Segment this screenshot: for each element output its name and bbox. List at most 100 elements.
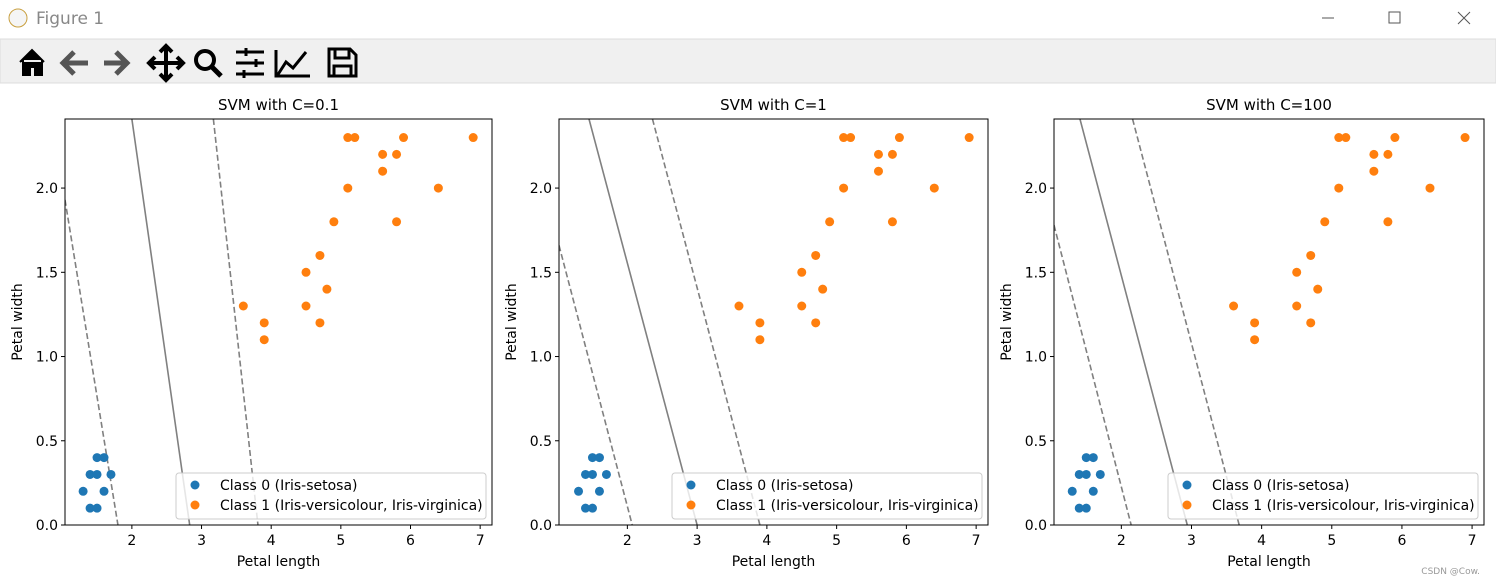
y-tick-label: 2.0 xyxy=(36,181,58,197)
watermark: CSDN @Cow. xyxy=(1421,567,1480,577)
axes-frame xyxy=(64,118,493,526)
app-icon xyxy=(8,8,28,28)
point xyxy=(964,133,974,143)
point xyxy=(1313,284,1323,294)
edit-button[interactable] xyxy=(274,50,310,78)
point xyxy=(85,503,95,513)
point xyxy=(811,318,821,328)
y-tick-label: 0.5 xyxy=(36,434,58,450)
toolbar xyxy=(0,38,1496,84)
point xyxy=(594,486,604,496)
configure-button[interactable] xyxy=(236,48,264,78)
axes-frame xyxy=(1053,118,1485,526)
point xyxy=(1334,183,1344,193)
point xyxy=(574,486,584,496)
legend-label: Class 1 (Iris-versicolour, Iris-virginic… xyxy=(1212,498,1475,514)
x-tick-label: 6 xyxy=(902,533,911,549)
point xyxy=(1320,217,1330,227)
legend-label: Class 1 (Iris-versicolour, Iris-virginic… xyxy=(220,498,483,514)
point xyxy=(259,318,269,328)
point xyxy=(301,267,311,277)
point xyxy=(343,133,353,143)
point xyxy=(1081,503,1091,513)
point xyxy=(818,284,828,294)
y-tick-label: 1.5 xyxy=(36,265,58,281)
y-tick-label: 0.0 xyxy=(530,518,552,534)
point xyxy=(329,217,339,227)
point xyxy=(839,183,849,193)
point xyxy=(99,453,109,463)
decision-line xyxy=(559,245,634,525)
point xyxy=(587,469,597,479)
point xyxy=(350,133,360,143)
point xyxy=(1425,183,1435,193)
y-axis-label: Petal width xyxy=(999,283,1015,361)
point xyxy=(1306,318,1316,328)
point xyxy=(399,133,409,143)
point xyxy=(378,149,388,159)
point xyxy=(839,133,849,143)
y-tick-label: 1.5 xyxy=(1025,265,1047,281)
x-tick-label: 5 xyxy=(336,533,345,549)
point xyxy=(343,183,353,193)
point xyxy=(392,149,402,159)
point xyxy=(315,318,325,328)
decision-line xyxy=(1131,119,1240,525)
x-tick-label: 4 xyxy=(1257,533,1266,549)
x-tick-label: 7 xyxy=(476,533,485,549)
pan-button[interactable] xyxy=(146,43,186,83)
x-tick-label: 3 xyxy=(1187,533,1196,549)
window-title: Figure 1 xyxy=(36,9,104,29)
point xyxy=(92,453,102,463)
point xyxy=(315,250,325,260)
y-tick-label: 2.0 xyxy=(530,181,552,197)
point xyxy=(1334,133,1344,143)
legend-marker xyxy=(686,480,696,490)
point xyxy=(873,166,883,176)
decision-line xyxy=(131,119,191,525)
y-tick-label: 0.0 xyxy=(1025,518,1047,534)
x-axis-label: Petal length xyxy=(732,554,816,570)
legend-label: Class 1 (Iris-versicolour, Iris-virginic… xyxy=(716,498,979,514)
point xyxy=(1074,469,1084,479)
point xyxy=(106,469,116,479)
x-tick-label: 6 xyxy=(1397,533,1406,549)
point xyxy=(825,217,835,227)
close-button[interactable] xyxy=(1457,11,1471,25)
point xyxy=(846,133,856,143)
point xyxy=(301,301,311,311)
y-tick-label: 0.5 xyxy=(1025,434,1047,450)
back-button[interactable] xyxy=(59,50,88,76)
decision-line xyxy=(651,119,761,525)
point xyxy=(85,469,95,479)
point xyxy=(1074,503,1084,513)
point xyxy=(1383,149,1393,159)
save-button[interactable] xyxy=(327,47,358,78)
zoom-button[interactable] xyxy=(194,49,223,78)
y-tick-label: 1.0 xyxy=(36,350,58,366)
chart-title: SVM with C=100 xyxy=(1206,96,1332,114)
forward-button[interactable] xyxy=(104,50,131,76)
point xyxy=(1383,217,1393,227)
maximize-button[interactable] xyxy=(1388,11,1401,24)
y-tick-label: 0.5 xyxy=(530,434,552,450)
y-tick-label: 1.0 xyxy=(530,350,552,366)
x-tick-label: 4 xyxy=(267,533,276,549)
point xyxy=(594,453,604,463)
home-button[interactable] xyxy=(19,48,45,76)
x-tick-label: 4 xyxy=(762,533,771,549)
legend-marker xyxy=(686,500,696,510)
x-tick-label: 7 xyxy=(972,533,981,549)
x-tick-label: 5 xyxy=(1327,533,1336,549)
point xyxy=(238,301,248,311)
point xyxy=(887,217,897,227)
point xyxy=(1460,133,1470,143)
x-tick-label: 2 xyxy=(127,533,136,549)
point xyxy=(1250,318,1260,328)
point xyxy=(581,469,591,479)
y-axis-label: Petal width xyxy=(504,283,520,361)
point xyxy=(378,166,388,176)
point xyxy=(1088,486,1098,496)
y-axis-label: Petal width xyxy=(10,283,26,361)
